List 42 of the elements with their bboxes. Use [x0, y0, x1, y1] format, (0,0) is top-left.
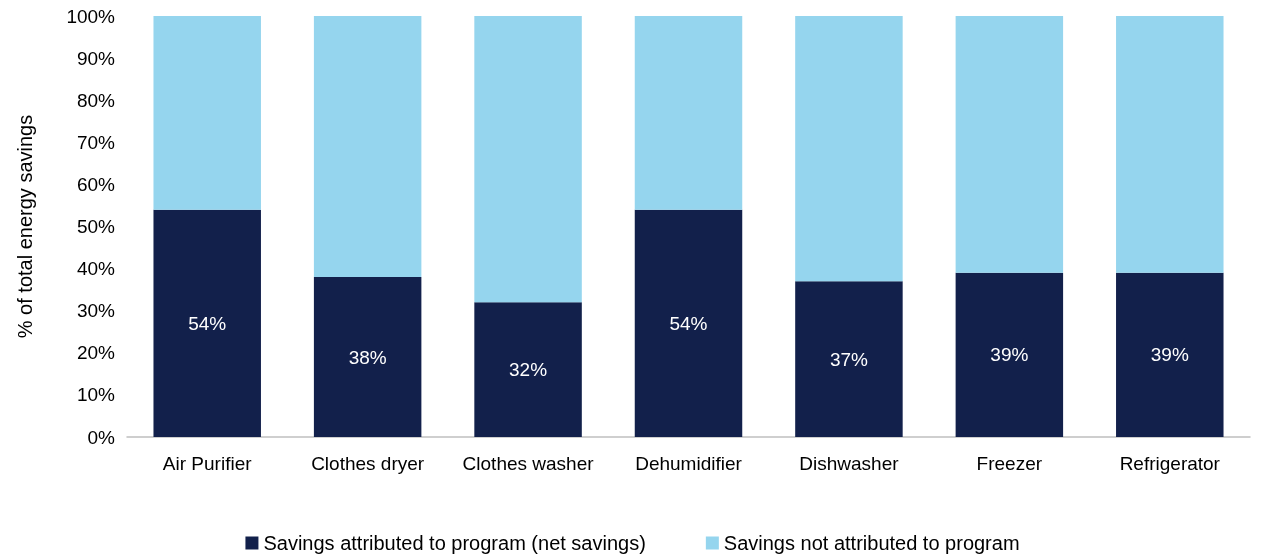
y-tick-label: 0% — [87, 426, 116, 448]
data-label: 38% — [348, 346, 387, 368]
bar — [634, 209, 743, 437]
bar — [313, 16, 422, 278]
bar — [795, 281, 903, 437]
bar — [1116, 272, 1224, 437]
y-tick-label: 90% — [76, 47, 116, 69]
x-tick-label: Freezer — [976, 452, 1043, 474]
bar — [153, 16, 261, 210]
bar — [955, 16, 1064, 273]
y-tick-label: 40% — [76, 258, 116, 280]
y-tick-label: 10% — [76, 384, 116, 406]
y-tick-label: 50% — [76, 216, 116, 237]
x-tick-label: Dehumidifier — [635, 452, 743, 474]
y-tick-label: 30% — [76, 300, 116, 322]
legend-label: Savings attributed to program (net savings) — [263, 532, 646, 554]
y-axis-title: % of total energy savings — [14, 114, 36, 339]
x-tick-label: Refrigerator — [1119, 452, 1221, 474]
data-label: 39% — [1150, 344, 1189, 366]
data-label: 37% — [829, 348, 869, 370]
bar — [474, 302, 582, 437]
x-tick-label: Dishwasher — [799, 452, 900, 474]
x-tick-label: Clothes dryer — [311, 452, 425, 474]
bar — [634, 16, 743, 210]
y-tick-label: 60% — [76, 173, 116, 195]
x-tick-label: Clothes washer — [462, 452, 595, 474]
bar — [153, 209, 261, 437]
y-tick-label: 70% — [76, 131, 116, 153]
bar — [474, 16, 582, 303]
y-tick-label: 20% — [76, 342, 116, 364]
y-tick-label: 100% — [66, 5, 116, 27]
bar — [1116, 16, 1224, 273]
data-label: 32% — [509, 359, 548, 381]
bar — [955, 272, 1064, 437]
x-tick-label: Air Purifier — [162, 452, 253, 474]
data-label: 54% — [188, 312, 227, 334]
data-label: 54% — [669, 312, 708, 334]
bar — [313, 277, 422, 437]
data-label: 39% — [990, 344, 1029, 366]
legend-label: Savings not attributed to program — [723, 532, 1020, 554]
bar — [795, 16, 903, 282]
y-tick-label: 80% — [76, 89, 116, 111]
